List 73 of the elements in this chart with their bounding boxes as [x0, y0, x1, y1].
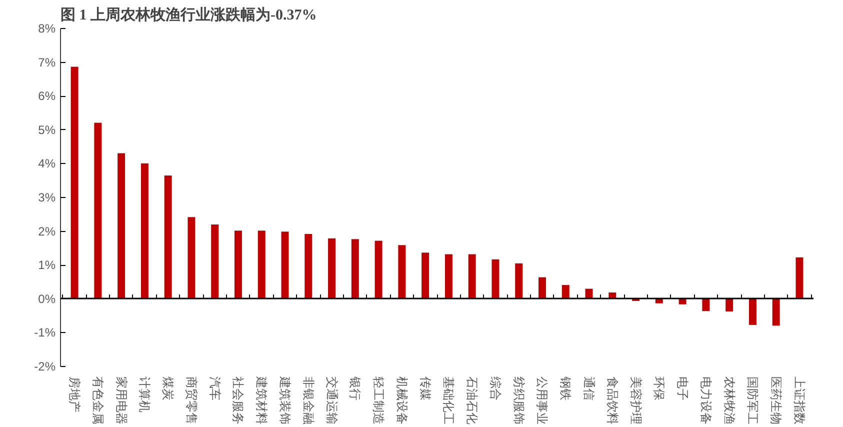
x-tick-label: 计算机 — [138, 376, 152, 412]
bar — [702, 298, 710, 312]
bar — [304, 234, 312, 299]
bar — [188, 217, 196, 299]
x-tick-label: 电子 — [676, 376, 690, 400]
x-tick-label: 医药生物 — [769, 376, 784, 424]
y-tick-label: 0% — [38, 292, 56, 306]
x-tick-label: 传媒 — [418, 376, 432, 400]
x-tick-label: 综合 — [488, 376, 502, 400]
bar — [118, 153, 126, 299]
bar — [94, 122, 102, 299]
bar — [538, 277, 546, 299]
x-tick-label: 银行 — [348, 376, 362, 400]
bar — [772, 298, 780, 326]
x-tick-label: 国防军工 — [746, 376, 760, 424]
y-tick-label: 1% — [38, 258, 56, 272]
x-tick-label: 机械设备 — [394, 376, 409, 424]
x-tick-label: 钢铁 — [558, 376, 573, 400]
bar — [562, 285, 570, 299]
bar — [351, 239, 359, 299]
x-tick-label: 美容护理 — [628, 376, 643, 424]
bar — [422, 252, 430, 299]
bar — [164, 176, 172, 299]
bar — [444, 254, 452, 299]
x-tick-label: 农林牧渔 — [722, 376, 736, 424]
x-tick-label: 非银金融 — [301, 376, 316, 424]
x-tick-label: 石油石化 — [465, 376, 480, 424]
bar — [726, 298, 734, 312]
y-tick-label: -1% — [34, 326, 56, 340]
y-tick-label: 8% — [38, 22, 56, 36]
bar — [468, 254, 476, 299]
x-tick-label: 电力设备 — [698, 376, 713, 424]
bar — [492, 259, 500, 299]
x-tick-label: 家用电器 — [114, 376, 128, 424]
bar — [234, 230, 242, 299]
bar — [796, 257, 804, 299]
bar — [515, 263, 523, 299]
x-tick-label: 汽车 — [208, 376, 222, 400]
x-tick-label: 上证指数 — [792, 376, 806, 424]
x-tick-label: 交通运输 — [324, 376, 339, 424]
x-tick-label: 建筑装饰 — [278, 376, 292, 424]
y-tick-label: 7% — [38, 55, 56, 70]
bar — [140, 163, 148, 299]
bar — [281, 232, 289, 299]
x-tick-label: 房地产 — [68, 376, 82, 412]
x-tick-label: 建筑材料 — [254, 376, 269, 424]
bar — [258, 230, 266, 299]
bar — [655, 298, 663, 304]
x-tick-label: 食品饮料 — [605, 376, 620, 424]
y-tick-label: 5% — [38, 122, 56, 137]
x-tick-label: 商贸零售 — [184, 376, 198, 424]
y-tick-label: 3% — [38, 190, 56, 204]
x-tick-label: 社会服务 — [231, 376, 246, 424]
bar — [328, 238, 336, 299]
x-tick-label: 纺织服饰 — [512, 376, 526, 424]
x-tick-label: 基础化工 — [442, 376, 456, 424]
x-tick-label: 轻工制造 — [372, 376, 386, 424]
bar — [748, 298, 756, 325]
bar — [678, 298, 686, 304]
x-tick-label: 公用事业 — [535, 376, 550, 424]
x-tick-label: 有色金属 — [90, 376, 105, 424]
bar — [398, 245, 406, 299]
bar — [211, 224, 219, 299]
y-tick-label: 2% — [38, 224, 56, 238]
x-tick-label: 通信 — [582, 376, 596, 400]
x-tick-label: 环保 — [652, 376, 666, 400]
x-tick-label: 煤炭 — [161, 376, 176, 400]
bar — [374, 240, 382, 299]
y-tick-label: 6% — [38, 89, 56, 104]
chart-title: 图 1 上周农林牧渔行业涨跌幅为-0.37% — [60, 6, 317, 24]
y-tick-label: 4% — [38, 156, 56, 171]
y-tick-label: -2% — [34, 360, 56, 374]
bar — [70, 66, 78, 299]
